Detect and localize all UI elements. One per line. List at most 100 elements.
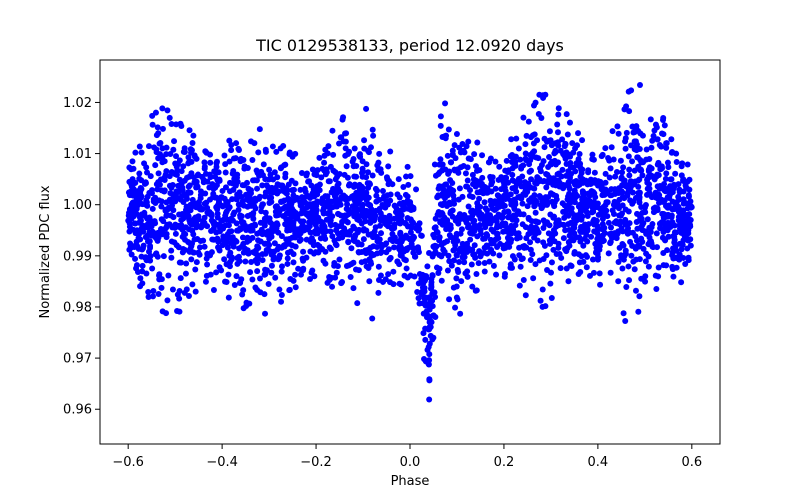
data-point: [457, 310, 464, 317]
data-point: [140, 242, 147, 249]
data-point: [416, 226, 423, 233]
data-point: [346, 148, 353, 155]
data-point: [663, 140, 670, 147]
data-point: [477, 227, 484, 234]
data-point: [404, 193, 411, 200]
data-point: [490, 228, 497, 235]
data-point: [249, 227, 256, 234]
data-point: [633, 256, 640, 263]
data-point: [231, 281, 238, 288]
data-point: [408, 224, 415, 231]
data-point: [296, 237, 303, 244]
y-axis-label: Normalized PDC flux: [38, 185, 53, 318]
data-point: [410, 249, 417, 256]
data-point: [187, 219, 194, 226]
data-point: [400, 203, 407, 210]
data-point: [448, 262, 455, 269]
data-point: [480, 189, 487, 196]
data-point: [268, 233, 275, 240]
data-point: [635, 163, 642, 170]
data-point: [506, 225, 513, 232]
data-point: [330, 151, 337, 158]
data-point: [329, 204, 336, 211]
data-point: [582, 228, 589, 235]
data-point: [447, 234, 454, 241]
data-point: [495, 176, 502, 183]
data-point: [192, 180, 199, 187]
data-point: [361, 137, 368, 144]
data-point: [437, 113, 444, 120]
data-point: [218, 217, 225, 224]
data-point: [608, 144, 615, 151]
data-point: [679, 160, 686, 167]
data-point: [129, 188, 136, 195]
data-point: [567, 262, 574, 269]
data-point: [222, 278, 229, 285]
data-point: [553, 196, 560, 203]
data-point: [502, 167, 509, 174]
data-point: [326, 276, 333, 283]
data-point: [571, 220, 578, 227]
data-point: [185, 293, 192, 300]
data-point: [189, 139, 196, 146]
data-point: [484, 232, 491, 239]
data-point: [286, 197, 293, 204]
data-point: [402, 257, 409, 264]
data-point: [343, 262, 350, 269]
data-point: [171, 138, 178, 145]
data-point: [638, 215, 645, 222]
data-point: [456, 248, 463, 255]
data-point: [331, 192, 338, 199]
data-point: [550, 181, 557, 188]
data-point: [626, 172, 633, 179]
data-point: [502, 175, 509, 182]
data-point: [509, 171, 516, 178]
data-point: [463, 183, 470, 190]
data-point: [358, 220, 365, 227]
data-point: [349, 203, 356, 210]
data-point: [249, 276, 256, 283]
data-point: [153, 250, 160, 257]
data-point: [256, 193, 263, 200]
data-point: [644, 216, 651, 223]
data-point: [185, 154, 192, 161]
data-point: [523, 182, 530, 189]
data-point: [650, 132, 657, 139]
data-point: [438, 210, 445, 217]
data-point: [375, 263, 382, 270]
data-point: [449, 179, 456, 186]
data-point: [523, 235, 530, 242]
data-point: [266, 166, 273, 173]
data-point: [531, 185, 538, 192]
data-point: [183, 260, 190, 267]
data-point: [595, 211, 602, 218]
data-point: [670, 273, 677, 280]
data-point: [192, 200, 199, 207]
data-point: [420, 310, 427, 317]
data-point: [263, 182, 270, 189]
data-point: [561, 214, 568, 221]
y-tick-label: 0.98: [63, 300, 92, 315]
data-point: [628, 252, 635, 259]
data-point: [147, 173, 154, 180]
data-point: [607, 238, 614, 245]
data-point: [415, 246, 422, 253]
data-point: [255, 255, 262, 262]
data-point: [552, 230, 559, 237]
data-point: [354, 216, 361, 223]
data-point: [623, 284, 630, 290]
data-point: [160, 218, 167, 225]
data-point: [643, 250, 650, 257]
data-point: [261, 230, 268, 237]
data-point: [687, 217, 694, 224]
data-point: [138, 177, 145, 184]
data-point: [144, 238, 151, 245]
data-point: [624, 229, 631, 236]
data-point: [153, 197, 160, 204]
data-point: [632, 233, 639, 240]
data-point: [150, 287, 157, 294]
data-point: [241, 163, 248, 170]
data-point: [436, 161, 443, 168]
data-point: [649, 221, 656, 228]
data-point: [271, 227, 278, 234]
